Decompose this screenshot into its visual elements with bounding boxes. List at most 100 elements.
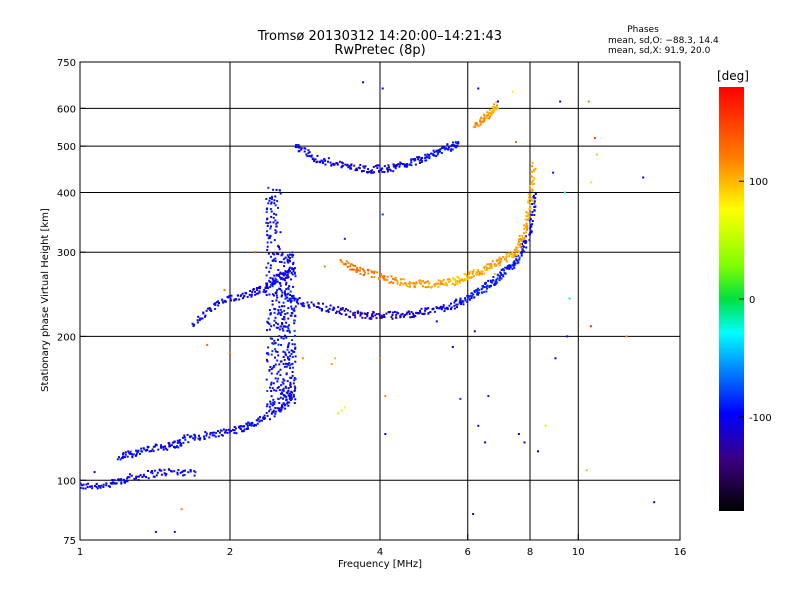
- data-point: [375, 313, 378, 315]
- data-point: [519, 251, 522, 254]
- data-point: [437, 279, 440, 282]
- data-point: [414, 163, 417, 166]
- data-point: [525, 222, 528, 225]
- data-point: [280, 289, 283, 292]
- data-point: [141, 450, 143, 453]
- data-point: [513, 254, 516, 257]
- data-point: [256, 289, 259, 292]
- data-point: [281, 305, 283, 308]
- data-point: [279, 396, 282, 399]
- data-point: [470, 297, 473, 299]
- data-point: [475, 273, 478, 276]
- data-point: [226, 431, 229, 434]
- data-point: [485, 281, 487, 284]
- data-point: [298, 297, 301, 299]
- data-point: [429, 311, 432, 313]
- data-point: [160, 444, 163, 447]
- data-point: [258, 420, 261, 423]
- data-point: [289, 384, 292, 387]
- data-point: [476, 293, 478, 296]
- data-point: [520, 254, 523, 257]
- data-point: [533, 170, 536, 173]
- data-point: [323, 158, 326, 161]
- data-point: [282, 272, 285, 275]
- data-point: [433, 154, 436, 157]
- data-point: [490, 280, 492, 283]
- data-point: [345, 260, 348, 263]
- data-point: [84, 487, 87, 490]
- data-point: [330, 363, 333, 366]
- data-point: [514, 252, 516, 255]
- data-point: [382, 277, 385, 280]
- data-point: [523, 441, 526, 444]
- data-point: [289, 290, 292, 293]
- data-point: [183, 434, 186, 437]
- data-point: [272, 280, 275, 282]
- data-point: [533, 177, 536, 180]
- data-point: [270, 210, 273, 213]
- data-point: [285, 373, 288, 376]
- data-point: [499, 275, 501, 277]
- data-point: [459, 299, 462, 302]
- data-point: [287, 394, 290, 397]
- data-point: [493, 273, 496, 276]
- colorbar-label: [deg]: [717, 69, 749, 83]
- data-point: [387, 166, 390, 169]
- data-point: [270, 353, 273, 356]
- data-point: [399, 163, 402, 166]
- data-point: [286, 254, 289, 257]
- data-point: [527, 193, 530, 196]
- x-axis-ticks: 1 2 4 6 8 10 16: [77, 534, 686, 558]
- data-point: [243, 425, 246, 428]
- data-point: [350, 263, 353, 266]
- data-point: [278, 328, 281, 331]
- data-point: [276, 387, 279, 389]
- data-point: [278, 363, 281, 366]
- data-point: [266, 217, 269, 220]
- data-point: [271, 300, 274, 302]
- data-point: [224, 430, 227, 433]
- data-point: [271, 401, 274, 404]
- data-point: [182, 441, 185, 444]
- data-point: [201, 317, 204, 320]
- data-point: [505, 253, 508, 256]
- data-point: [274, 350, 277, 353]
- data-point: [517, 254, 520, 257]
- data-point: [278, 389, 281, 391]
- data-point: [530, 231, 533, 234]
- data-point: [270, 368, 273, 370]
- data-point: [163, 468, 166, 471]
- data-point: [128, 476, 131, 479]
- data-point: [279, 272, 282, 275]
- data-point: [425, 308, 428, 311]
- data-point: [367, 272, 370, 275]
- data-point: [285, 321, 288, 324]
- data-point: [286, 356, 289, 359]
- data-point: [335, 311, 338, 314]
- data-point: [286, 273, 289, 276]
- data-point: [278, 282, 281, 284]
- data-point: [288, 396, 291, 399]
- data-point: [495, 101, 498, 104]
- data-point: [283, 404, 286, 407]
- data-point: [428, 155, 431, 158]
- data-point: [163, 472, 166, 475]
- data-point: [298, 146, 301, 149]
- data-point: [276, 407, 279, 410]
- data-point: [493, 282, 496, 285]
- data-point: [188, 435, 191, 438]
- data-point: [271, 281, 274, 284]
- data-point: [209, 431, 212, 434]
- data-point: [238, 298, 241, 301]
- data-point: [456, 145, 459, 147]
- data-point: [270, 412, 273, 415]
- data-point: [147, 477, 150, 480]
- data-point: [284, 276, 287, 279]
- data-point: [291, 371, 294, 373]
- data-point: [288, 398, 291, 401]
- data-point: [327, 157, 330, 160]
- data-point: [277, 377, 280, 380]
- data-point: [273, 415, 276, 418]
- data-point: [427, 312, 430, 315]
- data-point: [267, 346, 270, 349]
